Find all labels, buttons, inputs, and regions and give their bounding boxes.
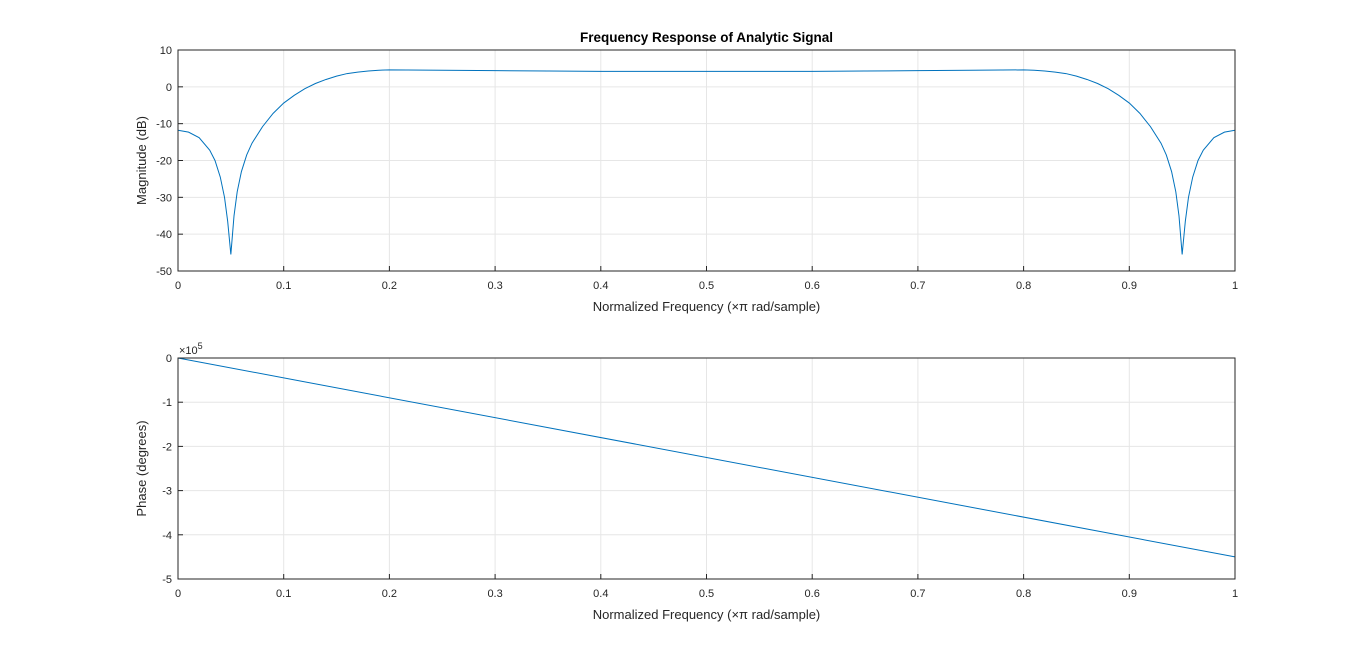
phase-line <box>177 357 1236 558</box>
chart-title: Frequency Response of Analytic Signal <box>580 30 833 45</box>
magnitude-x-tick-label: 0.1 <box>276 280 291 292</box>
magnitude-y-tick-label: -20 <box>156 156 172 168</box>
magnitude-y-tick-label: -40 <box>156 229 172 241</box>
phase-x-tick-label: 0.5 <box>699 588 714 600</box>
magnitude-y-tick-label: 10 <box>160 45 172 57</box>
magnitude-ticks: 0 0.1 0.2 0.3 0.4 0.5 0.6 0.7 0.8 0.9 1 10 0 -10 -20 -3… <box>156 45 1238 292</box>
magnitude-x-tick-label: 0.7 <box>910 280 925 292</box>
magnitude-axes: 0 0.1 0.2 0.3 0.4 0.5 0.6 0.7 0.8 0.9 1 10 0 -10 -20 -3… <box>134 30 1238 314</box>
phase-x-tick-label: 0.4 <box>593 588 608 600</box>
magnitude-line <box>177 69 1236 255</box>
phase-x-tick-label: 0.8 <box>1016 588 1031 600</box>
phase-ticks: 0 0.1 0.2 0.3 0.4 0.5 0.6 0.7 0.8 0.9 1 0 -1 -2 -3 -4 -5 <box>162 353 1238 600</box>
magnitude-y-axis-label: Magnitude (dB) <box>134 116 149 205</box>
magnitude-x-tick-label: 0.8 <box>1016 280 1031 292</box>
magnitude-x-tick-label: 0.9 <box>1122 280 1137 292</box>
phase-x-tick-label: 0.9 <box>1122 588 1137 600</box>
phase-y-tick-label: -4 <box>162 530 172 542</box>
phase-y-tick-label: 0 <box>166 353 172 365</box>
magnitude-x-tick-label: 1 <box>1232 280 1238 292</box>
magnitude-y-tick-label: -50 <box>156 266 172 278</box>
magnitude-x-tick-label: 0.4 <box>593 280 608 292</box>
phase-y-exponent-power: 5 <box>198 341 203 351</box>
phase-y-tick-label: -5 <box>162 574 172 586</box>
magnitude-x-tick-label: 0.3 <box>487 280 502 292</box>
phase-x-tick-label: 0.3 <box>487 588 502 600</box>
phase-axes: 0 0.1 0.2 0.3 0.4 0.5 0.6 0.7 0.8 0.9 1 0 -1 -2 -3 -4 -5… <box>134 341 1238 622</box>
phase-grid <box>177 357 1236 580</box>
magnitude-y-tick-label: 0 <box>166 82 172 94</box>
phase-x-tick-label: 0.1 <box>276 588 291 600</box>
magnitude-x-tick-label: 0 <box>175 280 181 292</box>
phase-x-tick-label: 0.7 <box>910 588 925 600</box>
phase-x-tick-label: 0 <box>175 588 181 600</box>
phase-y-tick-label: -3 <box>162 486 172 498</box>
magnitude-y-tick-label: -10 <box>156 119 172 131</box>
phase-x-axis-label: Normalized Frequency (×π rad/sample) <box>593 607 821 622</box>
phase-y-axis-label: Phase (degrees) <box>134 420 149 516</box>
magnitude-x-tick-label: 0.2 <box>382 280 397 292</box>
magnitude-x-tick-label: 0.6 <box>805 280 820 292</box>
phase-y-tick-label: -2 <box>162 441 172 453</box>
phase-y-exponent-base: ×10 <box>179 345 198 357</box>
phase-x-tick-label: 0.6 <box>805 588 820 600</box>
phase-x-tick-label: 1 <box>1232 588 1238 600</box>
magnitude-x-tick-label: 0.5 <box>699 280 714 292</box>
magnitude-y-tick-label: -30 <box>156 192 172 204</box>
phase-x-tick-label: 0.2 <box>382 588 397 600</box>
magnitude-grid <box>177 49 1236 272</box>
magnitude-x-axis-label: Normalized Frequency (×π rad/sample) <box>593 299 821 314</box>
phase-y-tick-label: -1 <box>162 397 172 409</box>
phase-y-exponent: ×105 <box>179 341 203 357</box>
